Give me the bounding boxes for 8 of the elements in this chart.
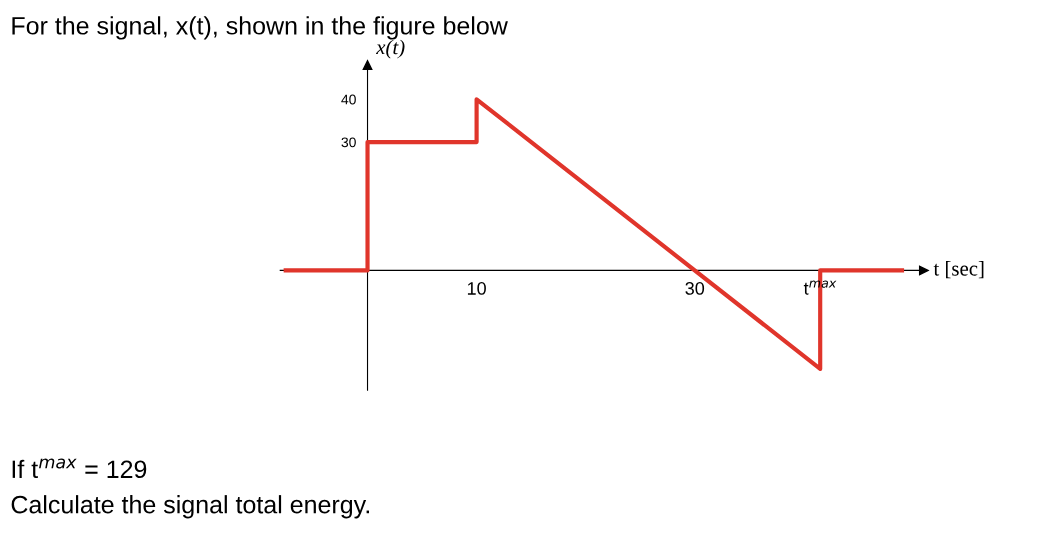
x-tick-label: 30 [685, 282, 705, 295]
text: Calculate the signal total energy. [11, 495, 369, 519]
chart-title: For the signal, x(t), shown in the figure below [12, 16, 508, 40]
text: If t$^{max}$ = 129 [12, 458, 147, 479]
y-tick-label: 40 [341, 94, 356, 105]
y-axis-title: x(t) [375, 39, 405, 59]
x-axis-title: t [sec] [933, 260, 984, 279]
x-tick-label: 10 [467, 282, 486, 295]
